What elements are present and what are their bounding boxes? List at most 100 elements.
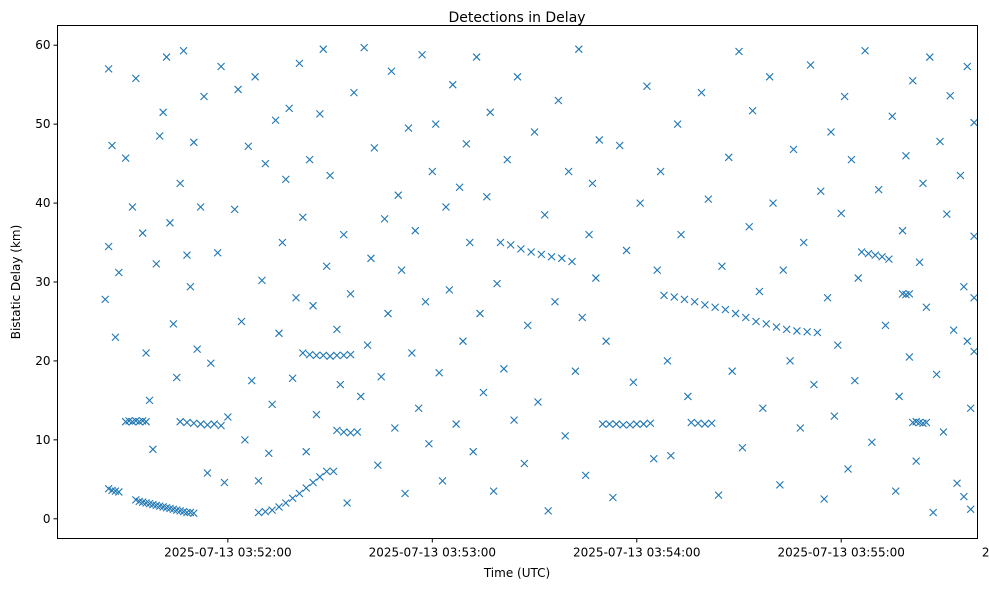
data-point [844,465,852,473]
data-point [591,274,600,282]
data-point [230,205,239,214]
data-point [339,428,348,436]
data-point [626,420,634,429]
data-point [510,416,518,425]
data-point [919,179,927,188]
data-point [261,159,270,168]
data-point [333,426,341,435]
data-point [251,72,260,81]
data-point [936,137,944,146]
data-point [196,203,205,211]
data-point [394,191,403,200]
data-point [513,72,522,81]
data-point [196,420,205,428]
data-point [660,291,668,300]
data-point [305,350,314,359]
y-tick-label: 30 [35,275,50,289]
data-point [823,293,832,302]
data-point [847,155,856,164]
data-point [520,459,529,468]
data-point [176,179,185,188]
data-point [694,419,702,428]
data-point [867,438,876,447]
data-point [718,262,726,271]
data-point [735,47,743,56]
data-point [557,254,566,263]
data-point [217,421,225,430]
data-point [762,319,771,328]
data-point [902,151,910,160]
data-point [687,418,696,427]
data-point [827,128,835,136]
data-point [874,185,883,194]
data-point [690,297,699,306]
data-point [905,353,914,361]
data-point [898,226,907,235]
data-point [254,476,263,485]
data-point [384,309,392,318]
data-point [442,203,450,211]
data-point [319,45,328,54]
data-point [605,420,614,428]
data-point [574,45,583,54]
data-point [857,248,866,256]
data-point [414,404,423,413]
data-point [499,364,508,373]
data-point [724,153,733,162]
data-point [309,301,317,310]
data-point [782,325,791,334]
data-point [820,495,829,503]
data-point [244,142,253,151]
data-point [278,238,287,247]
data-point [527,248,536,256]
data-point [203,469,212,477]
data-point [666,451,675,460]
data-point [745,222,754,231]
data-point [288,374,297,383]
data-point [370,143,379,152]
data-point [789,145,798,154]
data-point [588,179,597,188]
data-point [970,293,978,302]
data-point [281,499,290,507]
data-point [346,350,355,359]
data-point [714,491,723,499]
data-points [101,43,978,518]
data-point [534,398,542,406]
data-point [104,242,113,251]
data-point [401,489,409,498]
data-point [425,439,433,448]
data-point [159,108,168,117]
data-point [840,92,849,101]
data-point [837,209,846,218]
data-point [854,274,863,282]
data-point [612,420,621,428]
data-point [162,53,171,61]
data-point [108,141,116,150]
data-point [506,241,515,249]
data-point [459,337,467,346]
data-point [149,445,157,454]
data-point [959,492,968,501]
data-point [193,345,202,353]
data-point [217,62,225,71]
data-point [145,396,154,405]
data-point [813,328,822,337]
data-point [619,420,628,429]
plot-frame [57,25,978,539]
data-point [234,85,242,94]
data-point [114,488,123,496]
data-point [373,461,382,469]
data-point [646,419,655,428]
data-point [247,376,256,385]
data-point [578,313,587,322]
data-point [922,418,931,427]
data-point [830,412,839,421]
data-point [905,289,914,298]
data-point [166,218,174,227]
data-point [404,124,413,132]
data-point [598,420,607,428]
data-point [350,88,358,97]
data-point [895,392,904,401]
data-point [186,282,195,291]
